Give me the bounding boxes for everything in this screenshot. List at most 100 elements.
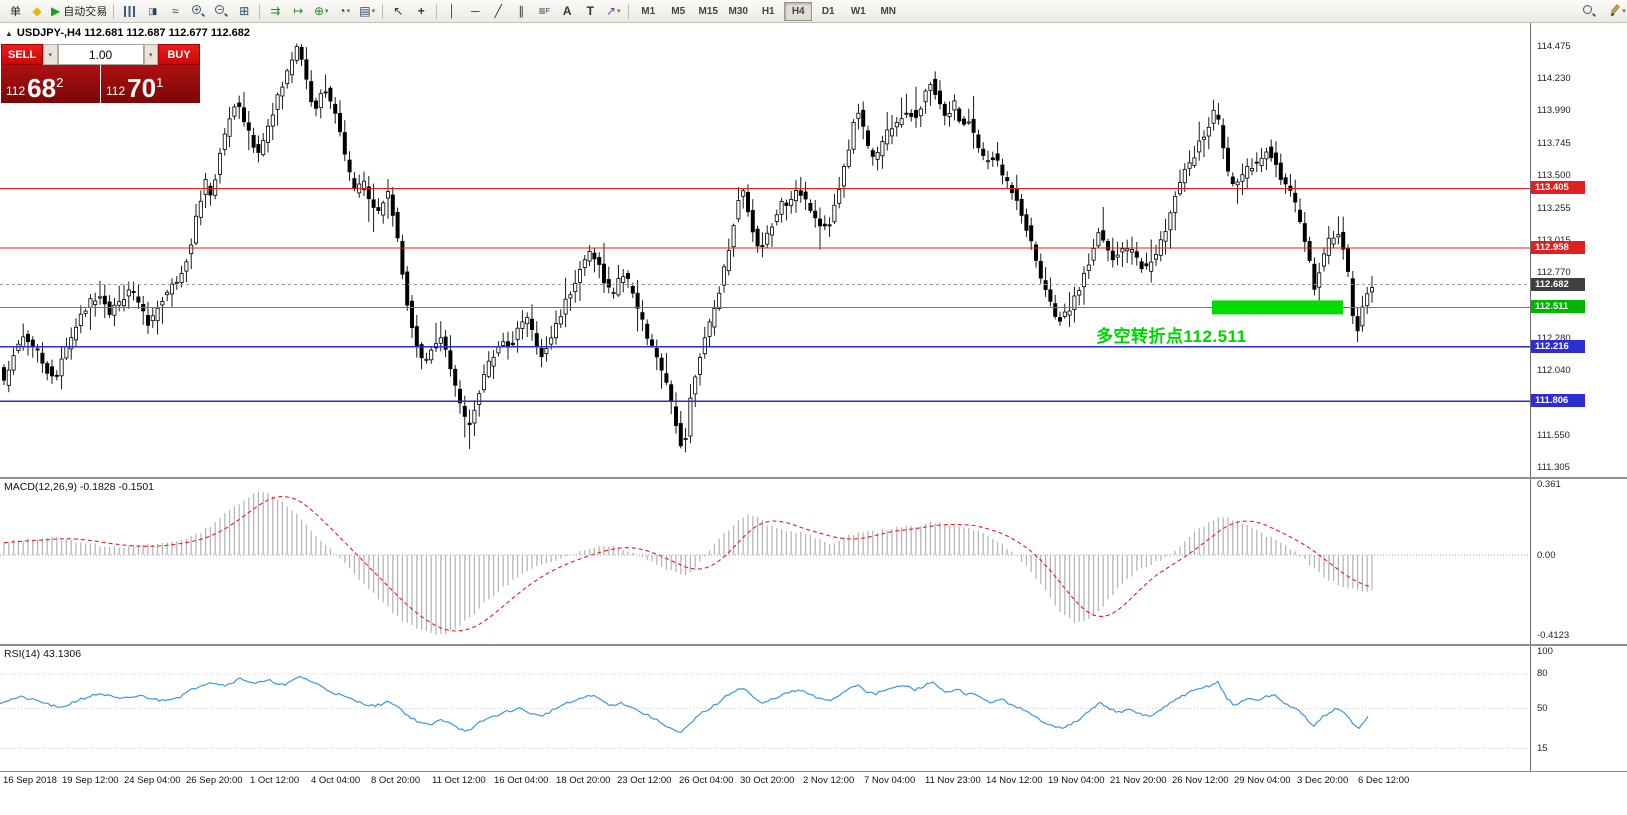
price-tick-label: 113.015	[1537, 235, 1571, 246]
fibonacci-tool-icon[interactable]: ≡ F	[538, 4, 550, 18]
arrows-tool-icon[interactable]: ↗ ▾	[605, 4, 621, 18]
auto-scroll-icon[interactable]: ⇉	[270, 4, 281, 18]
periods-button[interactable]: ◔ ▾	[338, 4, 351, 18]
sell-options-dropdown[interactable]: ▾	[43, 44, 58, 65]
text-tool-icon[interactable]: A	[562, 4, 572, 18]
timeframe-button-D1[interactable]: D1	[821, 5, 835, 17]
ask-main: 70	[127, 73, 157, 103]
templates-button[interactable]: ▤ ▾	[359, 4, 376, 18]
trendline-tool-icon[interactable]: ╱	[494, 4, 502, 18]
timeframe-button-H1[interactable]: H1	[761, 5, 775, 17]
macd-scale-min: -0.4123	[1537, 629, 1570, 641]
price-tick-label: 113.500	[1537, 170, 1571, 182]
rsi-panel-splitter[interactable]	[0, 644, 1627, 646]
tile-windows-icon[interactable]: ⊞	[239, 4, 250, 18]
price-line-badge: 112.511	[1531, 300, 1585, 314]
price-tick-label: 112.280	[1537, 332, 1571, 344]
sell-button[interactable]: SELL	[1, 44, 44, 65]
timeframe-button-M30[interactable]: M30	[728, 5, 748, 17]
timeframe-button-W1[interactable]: W1	[850, 5, 866, 17]
toolbar: 单 ◆ ▶ 自动交易 ▯▮ ≈ + − ⊞ ⇉ ↦ ⊕ ▾ ◔ ▾ ▤ ▾ ↖ + │ ─ ╱ ∥ ≡ F A T ↗ ▾ M1 M5 M15…	[0, 0, 1627, 23]
timeframe-toolbar: M1 M5 M15 M30 H1 H4 D1 W1 MN	[633, 1, 903, 21]
channel-tool-icon[interactable]: ∥	[518, 4, 525, 18]
time-axis-label: 7 Nov 04:00	[864, 775, 916, 786]
search-icon[interactable]	[1578, 2, 1600, 20]
price-line-badge: 111.806	[1531, 394, 1585, 408]
rsi-scale-label: 50	[1537, 702, 1548, 714]
zoom-out-icon[interactable]: −	[210, 2, 232, 20]
symbol-collapse-icon: ▲	[5, 29, 13, 38]
macd-scale-zero: 0.00	[1537, 549, 1556, 561]
timeframe-button-M15[interactable]: M15	[698, 5, 718, 17]
rsi-scale-label: 15	[1537, 743, 1548, 754]
zoom-in-icon[interactable]: +	[187, 2, 209, 20]
time-axis-label: 18 Oct 20:00	[556, 775, 611, 786]
volume-input[interactable]	[57, 44, 144, 65]
time-axis-label: 26 Sep 20:00	[186, 775, 243, 786]
time-axis-label: 3 Dec 20:00	[1297, 775, 1349, 786]
bid-price[interactable]: 112 68 2	[1, 65, 100, 103]
indicators-button[interactable]: ⊕ ▾	[313, 4, 329, 18]
time-axis-label: 19 Nov 04:00	[1048, 775, 1105, 786]
time-axis-label: 2 Nov 12:00	[803, 775, 855, 786]
vertical-line-tool-icon[interactable]: │	[448, 4, 456, 18]
chart-shift-icon[interactable]: ↦	[293, 4, 304, 18]
time-axis-label: 23 Oct 12:00	[617, 775, 672, 786]
chart-header: ▲ USDJPY-,H4 112.681 112.687 112.677 112.…	[5, 27, 250, 39]
time-axis-label: 19 Sep 12:00	[62, 775, 119, 786]
timeframe-button-MN[interactable]: MN	[880, 5, 897, 17]
label-tool-icon[interactable]: T	[586, 4, 594, 18]
cursor-tool-icon[interactable]: ↖	[393, 4, 404, 18]
time-axis-label: 11 Nov 23:00	[925, 775, 981, 786]
order-button[interactable]: 单	[10, 6, 21, 18]
time-axis-label: 8 Oct 20:00	[371, 775, 421, 786]
rsi-chart-svg[interactable]	[0, 646, 1530, 771]
price-tick-label: 114.230	[1537, 73, 1571, 85]
price-line-badge: 112.216	[1531, 339, 1585, 353]
price-tick-label: 112.770	[1537, 267, 1571, 279]
price-tick-label: 111.550	[1537, 429, 1570, 441]
pencil-icon[interactable]: ▾	[1606, 2, 1627, 20]
time-axis-label: 16 Oct 04:00	[494, 775, 549, 786]
bid-figure: 112	[6, 84, 26, 99]
bar-chart-icon[interactable]	[118, 2, 140, 20]
ohlc-values: 112.681 112.687 112.677 112.682	[84, 27, 250, 39]
volume-dropdown[interactable]: ▾	[143, 44, 158, 65]
price-tick-label: 112.040	[1537, 364, 1571, 376]
price-tick-label: 113.990	[1537, 105, 1571, 117]
ask-price[interactable]: 112 70 1	[101, 65, 200, 103]
price-line-badge: 113.405	[1531, 181, 1585, 195]
crosshair-tool-icon[interactable]: +	[417, 4, 425, 18]
one-click-trading-panel[interactable]: SELL ▾ ▾ BUY 112 68 2 112 70 1	[1, 44, 200, 103]
macd-panel-splitter[interactable]	[0, 477, 1627, 479]
candlestick-chart-svg[interactable]	[0, 22, 1530, 477]
macd-indicator-label: MACD(12,26,9) -0.1828 -0.1501	[4, 481, 154, 493]
horizontal-line-tool-icon[interactable]: ─	[470, 4, 480, 18]
timeframe-button-M5[interactable]: M5	[671, 5, 686, 17]
time-axis-label: 21 Nov 20:00	[1110, 775, 1167, 786]
macd-chart-svg[interactable]	[0, 479, 1530, 644]
rsi-scale-label: 80	[1537, 668, 1548, 680]
time-axis-label: 26 Oct 04:00	[679, 775, 734, 786]
time-axis[interactable]: 16 Sep 2018 19 Sep 12:00 24 Sep 04:00 26 Se…	[0, 771, 1627, 792]
timeframe-button-M1[interactable]: M1	[641, 5, 656, 17]
timeframe-button-H4[interactable]: H4	[784, 1, 813, 21]
price-tick-label: 114.475	[1537, 40, 1571, 52]
line-chart-icon[interactable]: ≈	[171, 4, 179, 18]
time-axis-label: 6 Dec 12:00	[1358, 775, 1410, 786]
price-line-badge: 112.958	[1531, 240, 1585, 254]
time-axis-label: 14 Nov 12:00	[986, 775, 1043, 786]
autotrading-button[interactable]: ▶ 自动交易	[51, 4, 108, 18]
time-axis-label: 26 Nov 12:00	[1172, 775, 1229, 786]
price-line-badge: 112.682	[1531, 277, 1585, 291]
price-tick-label: 111.305	[1537, 462, 1570, 474]
price-axis[interactable]: 114.475 114.230 113.990 113.745 113.500 113.2…	[1530, 22, 1627, 771]
candlestick-chart-icon[interactable]: ▯▮	[148, 5, 157, 16]
rsi-scale-label: 100	[1537, 645, 1553, 657]
price-tick-label: 113.745	[1537, 137, 1571, 149]
buy-button[interactable]: BUY	[157, 44, 200, 65]
ask-figure: 112	[106, 84, 126, 99]
symbol-title: USDJPY-,H4	[16, 27, 82, 39]
new-order-icon[interactable]: ◆	[32, 4, 42, 18]
